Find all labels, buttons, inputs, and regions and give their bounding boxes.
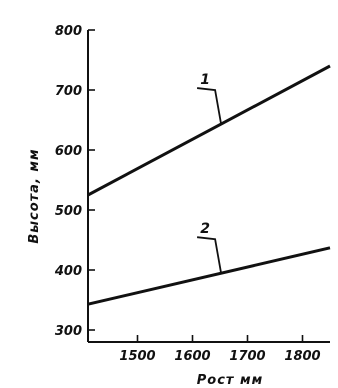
y-axis-title: Высота, мм [27, 148, 42, 243]
series-labels: 12 [197, 72, 222, 274]
y-tick-label: 500 [55, 204, 82, 219]
y-tick-label: 600 [55, 144, 82, 159]
x-axis-title: Рост мм [197, 373, 263, 388]
series-group [87, 64, 331, 306]
y-tick-label: 400 [54, 264, 82, 279]
axes [87, 30, 330, 343]
series-leader-2 [197, 236, 222, 274]
x-tick-label: 1700 [229, 349, 265, 364]
series-line-1 [87, 64, 331, 197]
y-tick-label: 800 [55, 24, 82, 39]
y-tick-label: 700 [55, 84, 82, 99]
x-tick-label: 1800 [284, 349, 320, 364]
y-tick-label: 300 [55, 324, 82, 339]
series-leader-1 [197, 87, 222, 125]
x-axis-ticks: 1500 1600 1700 1800 [119, 335, 321, 364]
series-label-2: 2 [200, 221, 210, 237]
series-line-2 [87, 246, 331, 306]
series-label-1: 1 [200, 72, 210, 88]
y-axis-ticks: 300 400 500 600 700 800 [54, 24, 95, 339]
x-tick-label: 1500 [119, 349, 155, 364]
x-tick-label: 1600 [174, 349, 210, 364]
